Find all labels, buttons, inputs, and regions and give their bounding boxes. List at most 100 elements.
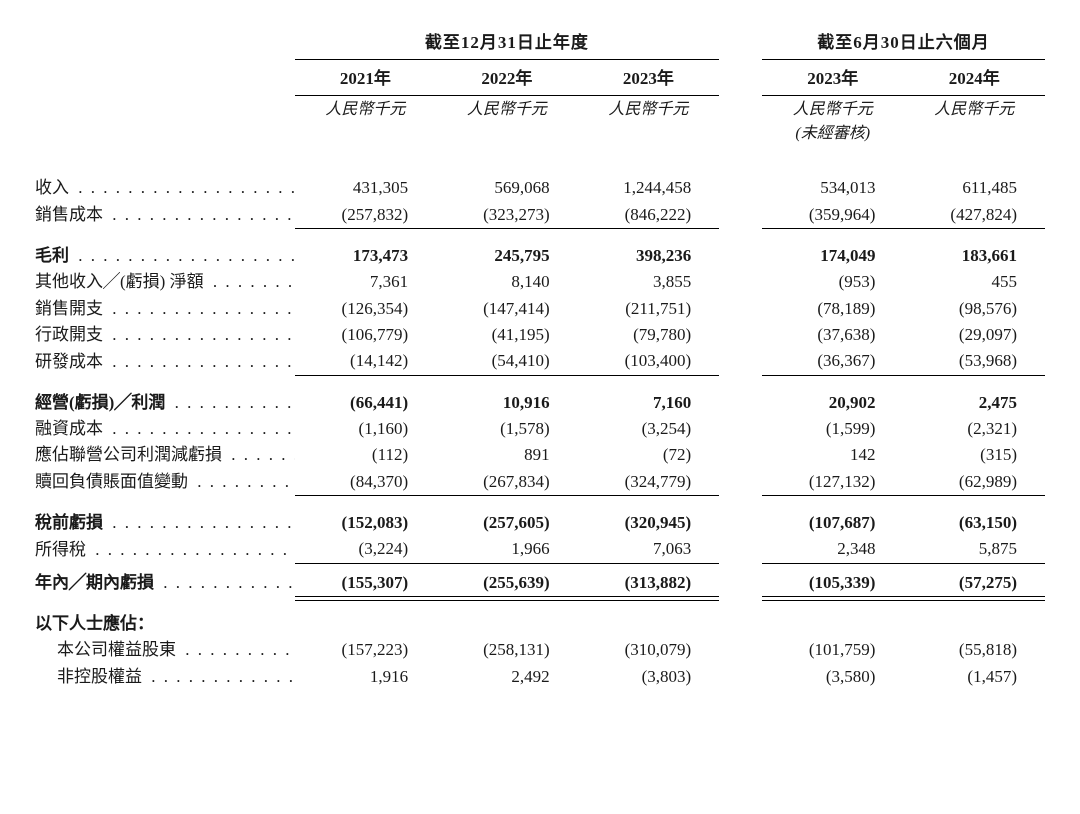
header-years: 2021年 2022年 2023年 2023年 2024年 xyxy=(35,60,1045,95)
assoc-h2023: 142 xyxy=(762,442,904,468)
gross-h2023: 174,049 xyxy=(762,243,904,269)
label-net: 年內╱期內虧損 xyxy=(35,570,295,597)
nci-2021: 1,916 xyxy=(295,664,437,690)
fin-2021: (1,160) xyxy=(295,416,437,442)
owners-h2023: (101,759) xyxy=(762,637,904,663)
fin-h2024: (2,321) xyxy=(903,416,1045,442)
unaudited-note: (未經審核) xyxy=(762,122,904,147)
nci-h2023: (3,580) xyxy=(762,664,904,690)
selling-2021: (126,354) xyxy=(295,296,437,322)
row-finance-cost: 融資成本 (1,160) (1,578) (3,254) (1,599) (2,… xyxy=(35,416,1045,442)
gross-2021: 173,473 xyxy=(295,243,437,269)
rnd-h2024: (53,968) xyxy=(903,348,1045,375)
label-pbt: 稅前虧損 xyxy=(35,510,295,536)
row-selling: 銷售開支 (126,354) (147,414) (211,751) (78,1… xyxy=(35,296,1045,322)
op-2021: (66,441) xyxy=(295,390,437,416)
rnd-2023: (103,400) xyxy=(578,348,720,375)
admin-2023: (79,780) xyxy=(578,322,720,348)
unit-2021: 人民幣千元 xyxy=(295,95,437,122)
label-tax: 所得稅 xyxy=(35,536,295,563)
otherinc-2022: 8,140 xyxy=(436,269,578,295)
label-cogs: 銷售成本 xyxy=(35,202,295,229)
fin-2023: (3,254) xyxy=(578,416,720,442)
owners-h2024: (55,818) xyxy=(903,637,1045,663)
row-redeem: 贖回負債賬面值變動 (84,370) (267,834) (324,779) (… xyxy=(35,469,1045,496)
tax-h2024: 5,875 xyxy=(903,536,1045,563)
selling-h2023: (78,189) xyxy=(762,296,904,322)
assoc-2021: (112) xyxy=(295,442,437,468)
row-gross: 毛利 173,473 245,795 398,236 174,049 183,6… xyxy=(35,243,1045,269)
financial-table: 截至12月31日止年度 截至6月30日止六個月 2021年 2022年 2023… xyxy=(35,30,1045,690)
header-units: 人民幣千元 人民幣千元 人民幣千元 人民幣千元 人民幣千元 xyxy=(35,95,1045,122)
cogs-2023: (846,222) xyxy=(578,202,720,229)
otherinc-h2024: 455 xyxy=(903,269,1045,295)
admin-2021: (106,779) xyxy=(295,322,437,348)
unit-h2024: 人民幣千元 xyxy=(903,95,1045,122)
op-h2024: 2,475 xyxy=(903,390,1045,416)
row-owners: 本公司權益股東 (157,223) (258,131) (310,079) (1… xyxy=(35,637,1045,663)
row-revenue: 收入 431,305 569,068 1,244,458 534,013 611… xyxy=(35,175,1045,201)
row-operating: 經營(虧損)╱利潤 (66,441) 10,916 7,160 20,902 2… xyxy=(35,390,1045,416)
label-redeem: 贖回負債賬面值變動 xyxy=(35,469,295,496)
assoc-2023: (72) xyxy=(578,442,720,468)
nci-h2024: (1,457) xyxy=(903,664,1045,690)
nci-2022: 2,492 xyxy=(436,664,578,690)
header-groups: 截至12月31日止年度 截至6月30日止六個月 xyxy=(35,30,1045,60)
header-group-half: 截至6月30日止六個月 xyxy=(762,30,1045,60)
row-tax: 所得稅 (3,224) 1,966 7,063 2,348 5,875 xyxy=(35,536,1045,563)
otherinc-2021: 7,361 xyxy=(295,269,437,295)
row-attrib-header: 以下人士應佔： xyxy=(35,611,1045,637)
redeem-h2024: (62,989) xyxy=(903,469,1045,496)
revenue-2022: 569,068 xyxy=(436,175,578,201)
selling-2022: (147,414) xyxy=(436,296,578,322)
op-h2023: 20,902 xyxy=(762,390,904,416)
pbt-2023: (320,945) xyxy=(578,510,720,536)
rnd-2021: (14,142) xyxy=(295,348,437,375)
row-other-income: 其他收入╱(虧損) 淨額 7,361 8,140 3,855 (953) 455 xyxy=(35,269,1045,295)
gross-h2024: 183,661 xyxy=(903,243,1045,269)
row-net: 年內╱期內虧損 (155,307) (255,639) (313,882) (1… xyxy=(35,570,1045,597)
tax-2021: (3,224) xyxy=(295,536,437,563)
revenue-2021: 431,305 xyxy=(295,175,437,201)
tax-2023: 7,063 xyxy=(578,536,720,563)
col-h2024: 2024年 xyxy=(903,60,1045,95)
owners-2022: (258,131) xyxy=(436,637,578,663)
cogs-h2023: (359,964) xyxy=(762,202,904,229)
revenue-h2023: 534,013 xyxy=(762,175,904,201)
redeem-2022: (267,834) xyxy=(436,469,578,496)
tax-2022: 1,966 xyxy=(436,536,578,563)
pbt-h2024: (63,150) xyxy=(903,510,1045,536)
op-2023: 7,160 xyxy=(578,390,720,416)
label-attrib-header: 以下人士應佔： xyxy=(35,611,295,637)
revenue-h2024: 611,485 xyxy=(903,175,1045,201)
label-rnd: 研發成本 xyxy=(35,348,295,375)
gross-2023: 398,236 xyxy=(578,243,720,269)
admin-2022: (41,195) xyxy=(436,322,578,348)
admin-h2023: (37,638) xyxy=(762,322,904,348)
col-h2023: 2023年 xyxy=(762,60,904,95)
row-cogs: 銷售成本 (257,832) (323,273) (846,222) (359,… xyxy=(35,202,1045,229)
cogs-2022: (323,273) xyxy=(436,202,578,229)
redeem-2023: (324,779) xyxy=(578,469,720,496)
label-revenue: 收入 xyxy=(35,175,295,201)
net-2022: (255,639) xyxy=(436,570,578,597)
otherinc-h2023: (953) xyxy=(762,269,904,295)
unit-2022: 人民幣千元 xyxy=(436,95,578,122)
tax-h2023: 2,348 xyxy=(762,536,904,563)
label-admin: 行政開支 xyxy=(35,322,295,348)
row-associates: 應佔聯營公司利潤減虧損 (112) 891 (72) 142 (315) xyxy=(35,442,1045,468)
label-selling: 銷售開支 xyxy=(35,296,295,322)
header-group-year: 截至12月31日止年度 xyxy=(295,30,720,60)
net-h2024: (57,275) xyxy=(903,570,1045,597)
row-nci: 非控股權益 1,916 2,492 (3,803) (3,580) (1,457… xyxy=(35,664,1045,690)
pbt-2022: (257,605) xyxy=(436,510,578,536)
pbt-2021: (152,083) xyxy=(295,510,437,536)
redeem-h2023: (127,132) xyxy=(762,469,904,496)
revenue-2023: 1,244,458 xyxy=(578,175,720,201)
col-2021: 2021年 xyxy=(295,60,437,95)
header-unaudited: (未經審核) xyxy=(35,122,1045,147)
label-nci: 非控股權益 xyxy=(35,664,295,690)
op-2022: 10,916 xyxy=(436,390,578,416)
label-operating: 經營(虧損)╱利潤 xyxy=(35,390,295,416)
gross-2022: 245,795 xyxy=(436,243,578,269)
